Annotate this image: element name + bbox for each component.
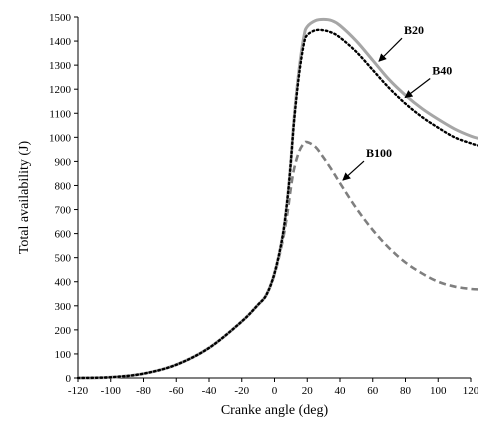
- y-tick-label: 1500: [49, 12, 72, 24]
- y-axis-title: Total availability (J): [17, 141, 32, 255]
- x-axis-title: Cranke angle (deg): [221, 403, 329, 418]
- y-ticks: 0 100 200 300 400 500 600 700 800 900 1000 1100 1200…: [49, 12, 78, 385]
- y-tick-label: 1400: [49, 36, 72, 48]
- series-line-b20: [77, 17, 478, 380]
- x-tick-label: 40: [335, 385, 347, 397]
- y-tick-label: 1000: [49, 132, 72, 144]
- y-tick-label: 1100: [49, 108, 71, 120]
- annotation-arrow-b100: [342, 160, 365, 181]
- series-layer: [76, 17, 478, 380]
- y-tick-label: 900: [55, 156, 72, 168]
- y-tick-label: 1200: [49, 84, 72, 96]
- x-tick-label: -40: [202, 385, 217, 397]
- y-tick-label: 100: [55, 349, 72, 361]
- annotation-label-b20: B20: [404, 23, 424, 37]
- annotation-arrow-b40: [404, 78, 431, 99]
- y-tick-label: 800: [55, 180, 72, 192]
- x-tick-label: -60: [169, 385, 184, 397]
- y-tick-label: 300: [55, 301, 72, 313]
- y-tick-label: 200: [55, 325, 72, 337]
- y-tick-label: 0: [66, 373, 72, 385]
- x-tick-label: -80: [136, 385, 151, 397]
- x-tick-label: 100: [430, 385, 447, 397]
- x-tick-label: 120: [463, 385, 478, 397]
- y-tick-label: 700: [55, 205, 72, 217]
- y-tick-label: 400: [55, 277, 72, 289]
- annotations: B20 B40 B100: [342, 23, 452, 181]
- y-tick-label: 600: [55, 229, 72, 241]
- y-tick-label: 500: [55, 253, 72, 265]
- x-tick-label: -100: [101, 385, 122, 397]
- x-tick-label: 20: [302, 385, 314, 397]
- annotation-label-b100: B100: [366, 146, 392, 160]
- y-tick-label: 1300: [49, 60, 72, 72]
- x-ticks: -120 -100 -80 -60 -40 -20 0 20 40 60 80 100 120: [68, 378, 478, 397]
- annotation-label-b40: B40: [432, 64, 452, 78]
- series-line-b40: [76, 28, 478, 380]
- x-tick-label: -120: [68, 385, 89, 397]
- annotation-arrow-b20: [378, 37, 403, 62]
- x-tick-label: -20: [234, 385, 249, 397]
- x-tick-label: 60: [367, 385, 379, 397]
- x-tick-label: 80: [400, 385, 412, 397]
- x-tick-label: 0: [272, 385, 278, 397]
